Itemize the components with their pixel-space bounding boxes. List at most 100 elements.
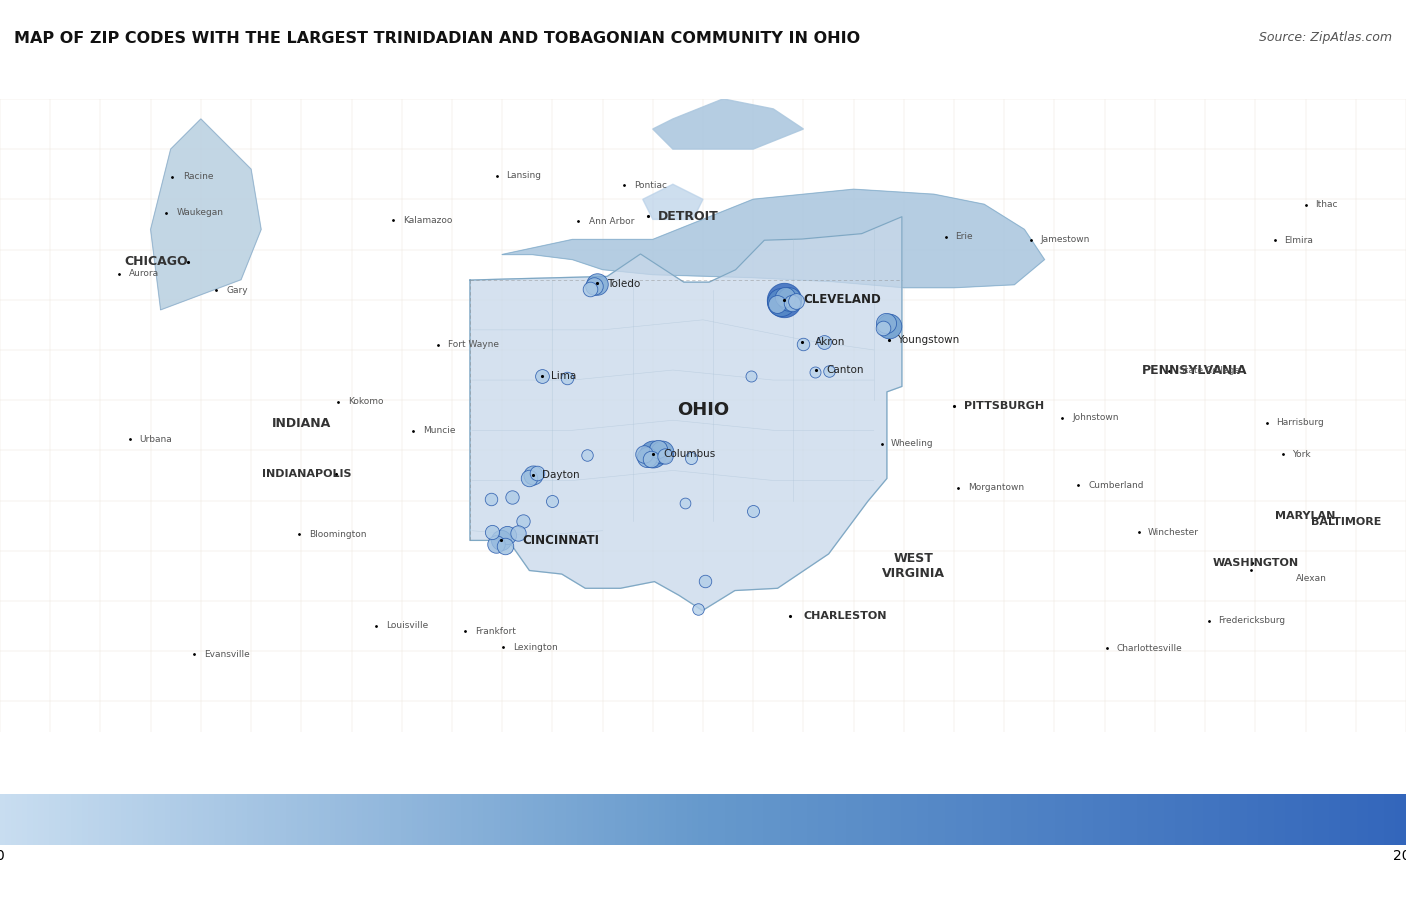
- Text: Kalamazoo: Kalamazoo: [402, 216, 453, 225]
- Text: Urbana: Urbana: [139, 435, 173, 444]
- Point: [804, 365, 827, 379]
- Polygon shape: [470, 217, 901, 610]
- Point: [485, 537, 508, 551]
- Text: PITTSBURGH: PITTSBURGH: [965, 401, 1045, 411]
- Text: Lexington: Lexington: [513, 643, 558, 652]
- Point: [494, 539, 516, 553]
- Text: Fredericksburg: Fredericksburg: [1218, 617, 1285, 626]
- Text: Alexan: Alexan: [1295, 574, 1326, 583]
- Text: BALTIMORE: BALTIMORE: [1310, 517, 1381, 527]
- Text: State College: State College: [1180, 366, 1240, 375]
- Text: Kokomo: Kokomo: [349, 397, 384, 406]
- Point: [742, 503, 765, 518]
- Text: Waukegan: Waukegan: [177, 209, 224, 218]
- Point: [792, 337, 814, 352]
- Text: Evansville: Evansville: [204, 650, 250, 659]
- Text: Gary: Gary: [226, 286, 249, 295]
- Text: Source: ZipAtlas.com: Source: ZipAtlas.com: [1258, 31, 1392, 44]
- Point: [785, 294, 807, 308]
- Point: [508, 526, 530, 540]
- Point: [775, 290, 797, 305]
- Text: DETROIT: DETROIT: [658, 209, 718, 223]
- Text: CHICAGO: CHICAGO: [124, 255, 188, 268]
- Text: Youngstown: Youngstown: [897, 335, 959, 345]
- Point: [512, 513, 534, 528]
- Point: [875, 316, 897, 331]
- Text: Lima: Lima: [551, 371, 576, 381]
- Text: Toledo: Toledo: [606, 279, 640, 289]
- Point: [641, 447, 664, 461]
- Text: Akron: Akron: [814, 337, 845, 347]
- Point: [517, 471, 540, 485]
- Point: [636, 450, 658, 464]
- Text: Columbus: Columbus: [664, 450, 716, 459]
- Text: PENNSYLVANIA: PENNSYLVANIA: [1142, 363, 1249, 377]
- Point: [530, 369, 553, 383]
- Point: [489, 533, 512, 547]
- Point: [496, 528, 519, 542]
- Point: [877, 318, 900, 333]
- Text: Jamestown: Jamestown: [1040, 236, 1090, 245]
- Point: [782, 296, 804, 310]
- Point: [778, 291, 800, 306]
- Text: CHARLESTON: CHARLESTON: [803, 611, 887, 621]
- Polygon shape: [502, 190, 1045, 288]
- Point: [693, 574, 716, 588]
- Point: [526, 466, 548, 480]
- Point: [817, 364, 839, 378]
- Point: [673, 495, 696, 510]
- Text: Wheeling: Wheeling: [891, 440, 934, 449]
- Text: Pontiac: Pontiac: [634, 181, 666, 190]
- Text: Louisville: Louisville: [385, 621, 427, 630]
- Point: [686, 601, 709, 616]
- Text: INDIANAPOLIS: INDIANAPOLIS: [262, 468, 352, 478]
- Point: [633, 447, 655, 461]
- Point: [654, 450, 676, 464]
- Text: Johnstown: Johnstown: [1073, 413, 1119, 422]
- Text: York: York: [1292, 450, 1312, 458]
- Text: OHIO: OHIO: [676, 401, 730, 419]
- Point: [770, 295, 793, 309]
- Text: Harrisburg: Harrisburg: [1277, 418, 1324, 427]
- Point: [773, 292, 796, 307]
- Point: [813, 334, 835, 349]
- Text: Erie: Erie: [955, 232, 973, 241]
- Text: Elmira: Elmira: [1285, 236, 1313, 245]
- Point: [541, 494, 564, 508]
- Text: Dayton: Dayton: [543, 469, 579, 479]
- Text: Racine: Racine: [183, 172, 214, 181]
- Point: [501, 489, 523, 503]
- Polygon shape: [643, 184, 703, 219]
- Text: Ann Arbor: Ann Arbor: [589, 217, 634, 226]
- Text: Lansing: Lansing: [506, 172, 541, 181]
- Point: [586, 277, 609, 291]
- Point: [522, 467, 544, 482]
- Point: [679, 451, 702, 466]
- Text: Frankfort: Frankfort: [475, 627, 516, 636]
- Polygon shape: [150, 119, 262, 310]
- Text: Fort Wayne: Fort Wayne: [449, 340, 499, 349]
- Text: WEST
VIRGINIA: WEST VIRGINIA: [883, 552, 945, 580]
- Text: MARYLAN: MARYLAN: [1275, 511, 1336, 521]
- Point: [481, 524, 503, 539]
- Text: Muncie: Muncie: [423, 426, 456, 435]
- Text: Morgantown: Morgantown: [969, 483, 1024, 492]
- Text: Winchester: Winchester: [1147, 528, 1199, 537]
- Point: [647, 441, 669, 456]
- Text: Aurora: Aurora: [128, 269, 159, 278]
- Text: WASHINGTON: WASHINGTON: [1212, 558, 1298, 568]
- Text: Cumberland: Cumberland: [1088, 481, 1144, 490]
- Text: CINCINNATI: CINCINNATI: [522, 534, 599, 547]
- Point: [766, 297, 789, 311]
- Point: [740, 369, 762, 383]
- Point: [575, 449, 598, 463]
- Text: INDIANA: INDIANA: [271, 417, 330, 430]
- Text: Ithac: Ithac: [1316, 200, 1339, 209]
- Text: Charlottesville: Charlottesville: [1116, 644, 1182, 653]
- Point: [557, 371, 579, 386]
- Point: [640, 451, 662, 466]
- Point: [578, 281, 600, 296]
- Text: MAP OF ZIP CODES WITH THE LARGEST TRINIDADIAN AND TOBAGONIAN COMMUNITY IN OHIO: MAP OF ZIP CODES WITH THE LARGEST TRINID…: [14, 31, 860, 47]
- Point: [582, 279, 605, 293]
- Polygon shape: [652, 99, 803, 149]
